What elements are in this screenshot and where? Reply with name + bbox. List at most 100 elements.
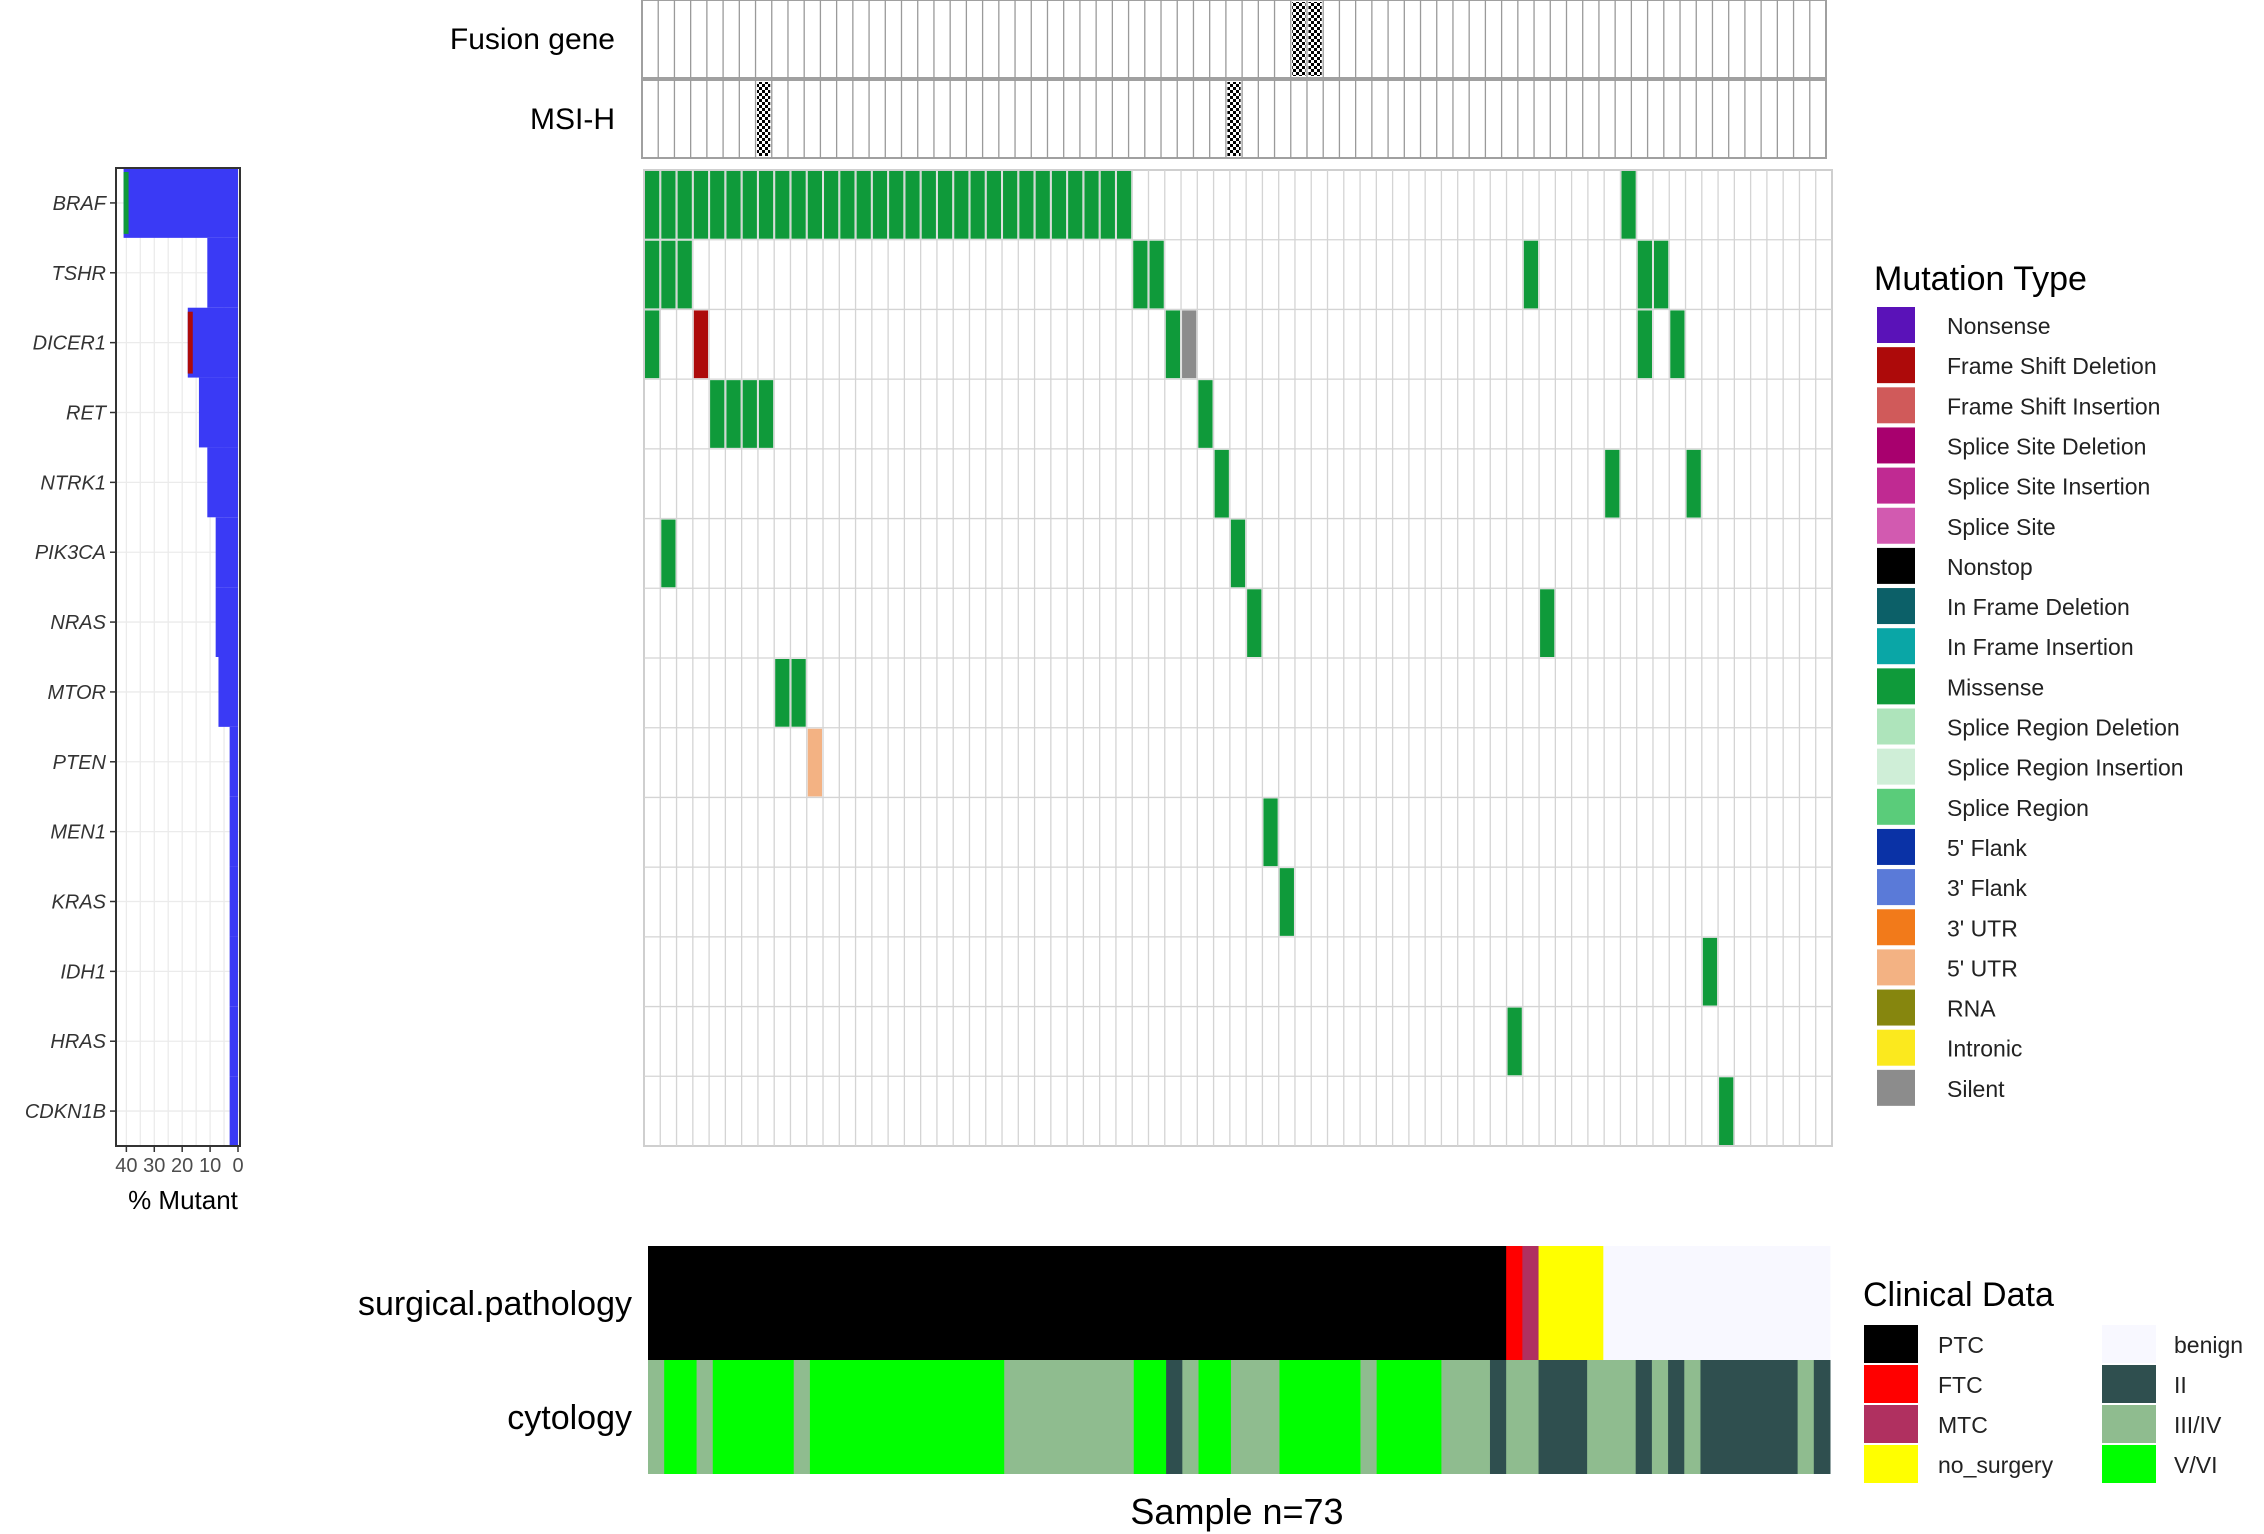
mutation-cell-tshr [1523,240,1539,309]
bar-x-tick-label: 30 [143,1155,165,1177]
legend-label: In Frame Insertion [1947,634,2134,660]
legend-swatch [1877,347,1915,384]
mutation-cell-ret [758,380,774,448]
gene-label: NTRK1 [40,472,106,494]
mutation-cell-braf [905,171,920,239]
track-box [641,0,1827,79]
mutation-cell-braf [1116,171,1132,239]
mutation-cell-braf [807,171,823,239]
mutation-cell-nras [1247,589,1262,657]
bar-mtor [218,657,238,727]
gene-label: TSHR [52,263,106,285]
mutation-cell-braf [1621,171,1636,239]
mutation-cell-braf [954,171,969,239]
mutation-cell-tshr [677,240,692,309]
legends: Mutation Type Nonsense Frame Shift Deletio… [1863,260,2243,1483]
gene-label: HRAS [50,1031,106,1053]
legend-swatch [1877,628,1915,665]
legend-swatch [1877,588,1915,625]
clinical-legend-swatch [1864,1325,1918,1363]
legend-label: Frame Shift Deletion [1947,353,2157,379]
clinical-legend-swatch [1864,1405,1918,1443]
mutation-cell-tshr [1149,240,1164,309]
gene-label: CDKN1B [25,1101,106,1123]
track-positive-cell [1227,82,1241,156]
mutation-cell-dicer1 [693,310,709,379]
clinical-cell-1 [1797,1360,1815,1474]
bar-men1 [229,796,238,867]
clinical-cell-1 [1279,1360,1361,1474]
clinical-legend-label: PTC [1938,1332,1984,1358]
mutation-cell-braf [742,171,757,239]
legend-label: Splice Region [1947,795,2089,821]
legend-label: Splice Region Deletion [1947,715,2180,741]
mutation-cell-dicer1 [645,310,660,379]
mutation-cell-cdkn1b [1719,1077,1734,1145]
clinical-cell-1 [1441,1360,1491,1474]
clinical-cell-1 [1133,1360,1167,1474]
legend-swatch [1877,467,1915,504]
clinical-legend-swatch [1864,1365,1918,1403]
bar-ret [198,377,238,448]
mutation-cell-dicer1 [1165,310,1181,379]
mutation-cell-braf [937,171,953,239]
bar-tshr [207,237,238,308]
clinical-legend-label: MTC [1938,1412,1988,1438]
mutation-cell-braf [693,171,709,239]
legend-swatch [1877,708,1915,745]
legend-label: Missense [1947,674,2044,700]
bar-hras [229,1006,238,1077]
clinical-cell-1 [1182,1360,1200,1474]
clinical-cell-1 [1684,1360,1701,1474]
legend-label: Nonstop [1947,554,2033,580]
mutation-cell-men1 [1263,798,1278,867]
clinical-cell-1 [1166,1360,1183,1474]
mutation-cell-braf [840,171,855,239]
mutation-cell-braf [1019,171,1034,239]
clinical-cell-0 [1522,1246,1540,1360]
gene-label: NRAS [50,612,106,634]
legend-label: Splice Region Insertion [1947,755,2184,781]
mutation-legend-title: Mutation Type [1874,260,2087,298]
mutation-cell-braf [1035,171,1050,239]
bar-idh1 [229,936,238,1007]
bar-kras [229,866,238,937]
percent-mutant-bar-chart: BRAF TSHR DICER1 RET NTRK1 PIK3CA NRAS MTOR PTEN… [25,167,244,1215]
gene-label: DICER1 [33,333,106,355]
bar-dicer1 [187,307,238,378]
clinical-cell-1 [1538,1360,1588,1474]
mutation-cell-braf [661,171,676,239]
mutation-cell-braf [710,171,725,239]
track-label: Fusion gene [450,23,615,56]
legend-swatch [1877,668,1915,705]
mutation-cell-braf [791,171,806,239]
mutation-cell-braf [1100,171,1115,239]
mutation-cell-braf [645,171,660,239]
clinical-cell-1 [1813,1360,1831,1474]
mutation-cell-ntrk1 [1214,449,1229,518]
legend-label: 5' Flank [1947,835,2027,861]
clinical-legend-swatch [2102,1365,2156,1403]
gene-label: BRAF [53,193,108,215]
bar-cdkn1b [229,1076,238,1146]
legend-swatch [1877,828,1915,865]
legend-label: Silent [1947,1076,2005,1102]
gene-label: PTEN [53,752,107,774]
clinical-cell-1 [664,1360,698,1474]
x-axis-title: Sample n=73 [1130,1491,1343,1532]
bar-x-axis-title: % Mutant [128,1185,239,1215]
mutation-cell-ret [1198,380,1213,448]
mutation-cell-braf [921,171,936,239]
clinical-cell-1 [1700,1360,1799,1474]
bar-nras [215,587,238,657]
mutation-cell-braf [856,171,871,239]
mutation-matrix [643,169,1833,1147]
gene-label: IDH1 [60,961,106,983]
mutation-cell-ret [710,380,725,448]
bar-segment-braf [123,172,129,234]
track-positive-cell [757,82,771,156]
mutation-cell-dicer1 [1637,310,1652,379]
legend-swatch [1877,507,1915,544]
clinical-legend-swatch [1864,1445,1918,1483]
bar-segment-dicer1 [187,311,193,374]
